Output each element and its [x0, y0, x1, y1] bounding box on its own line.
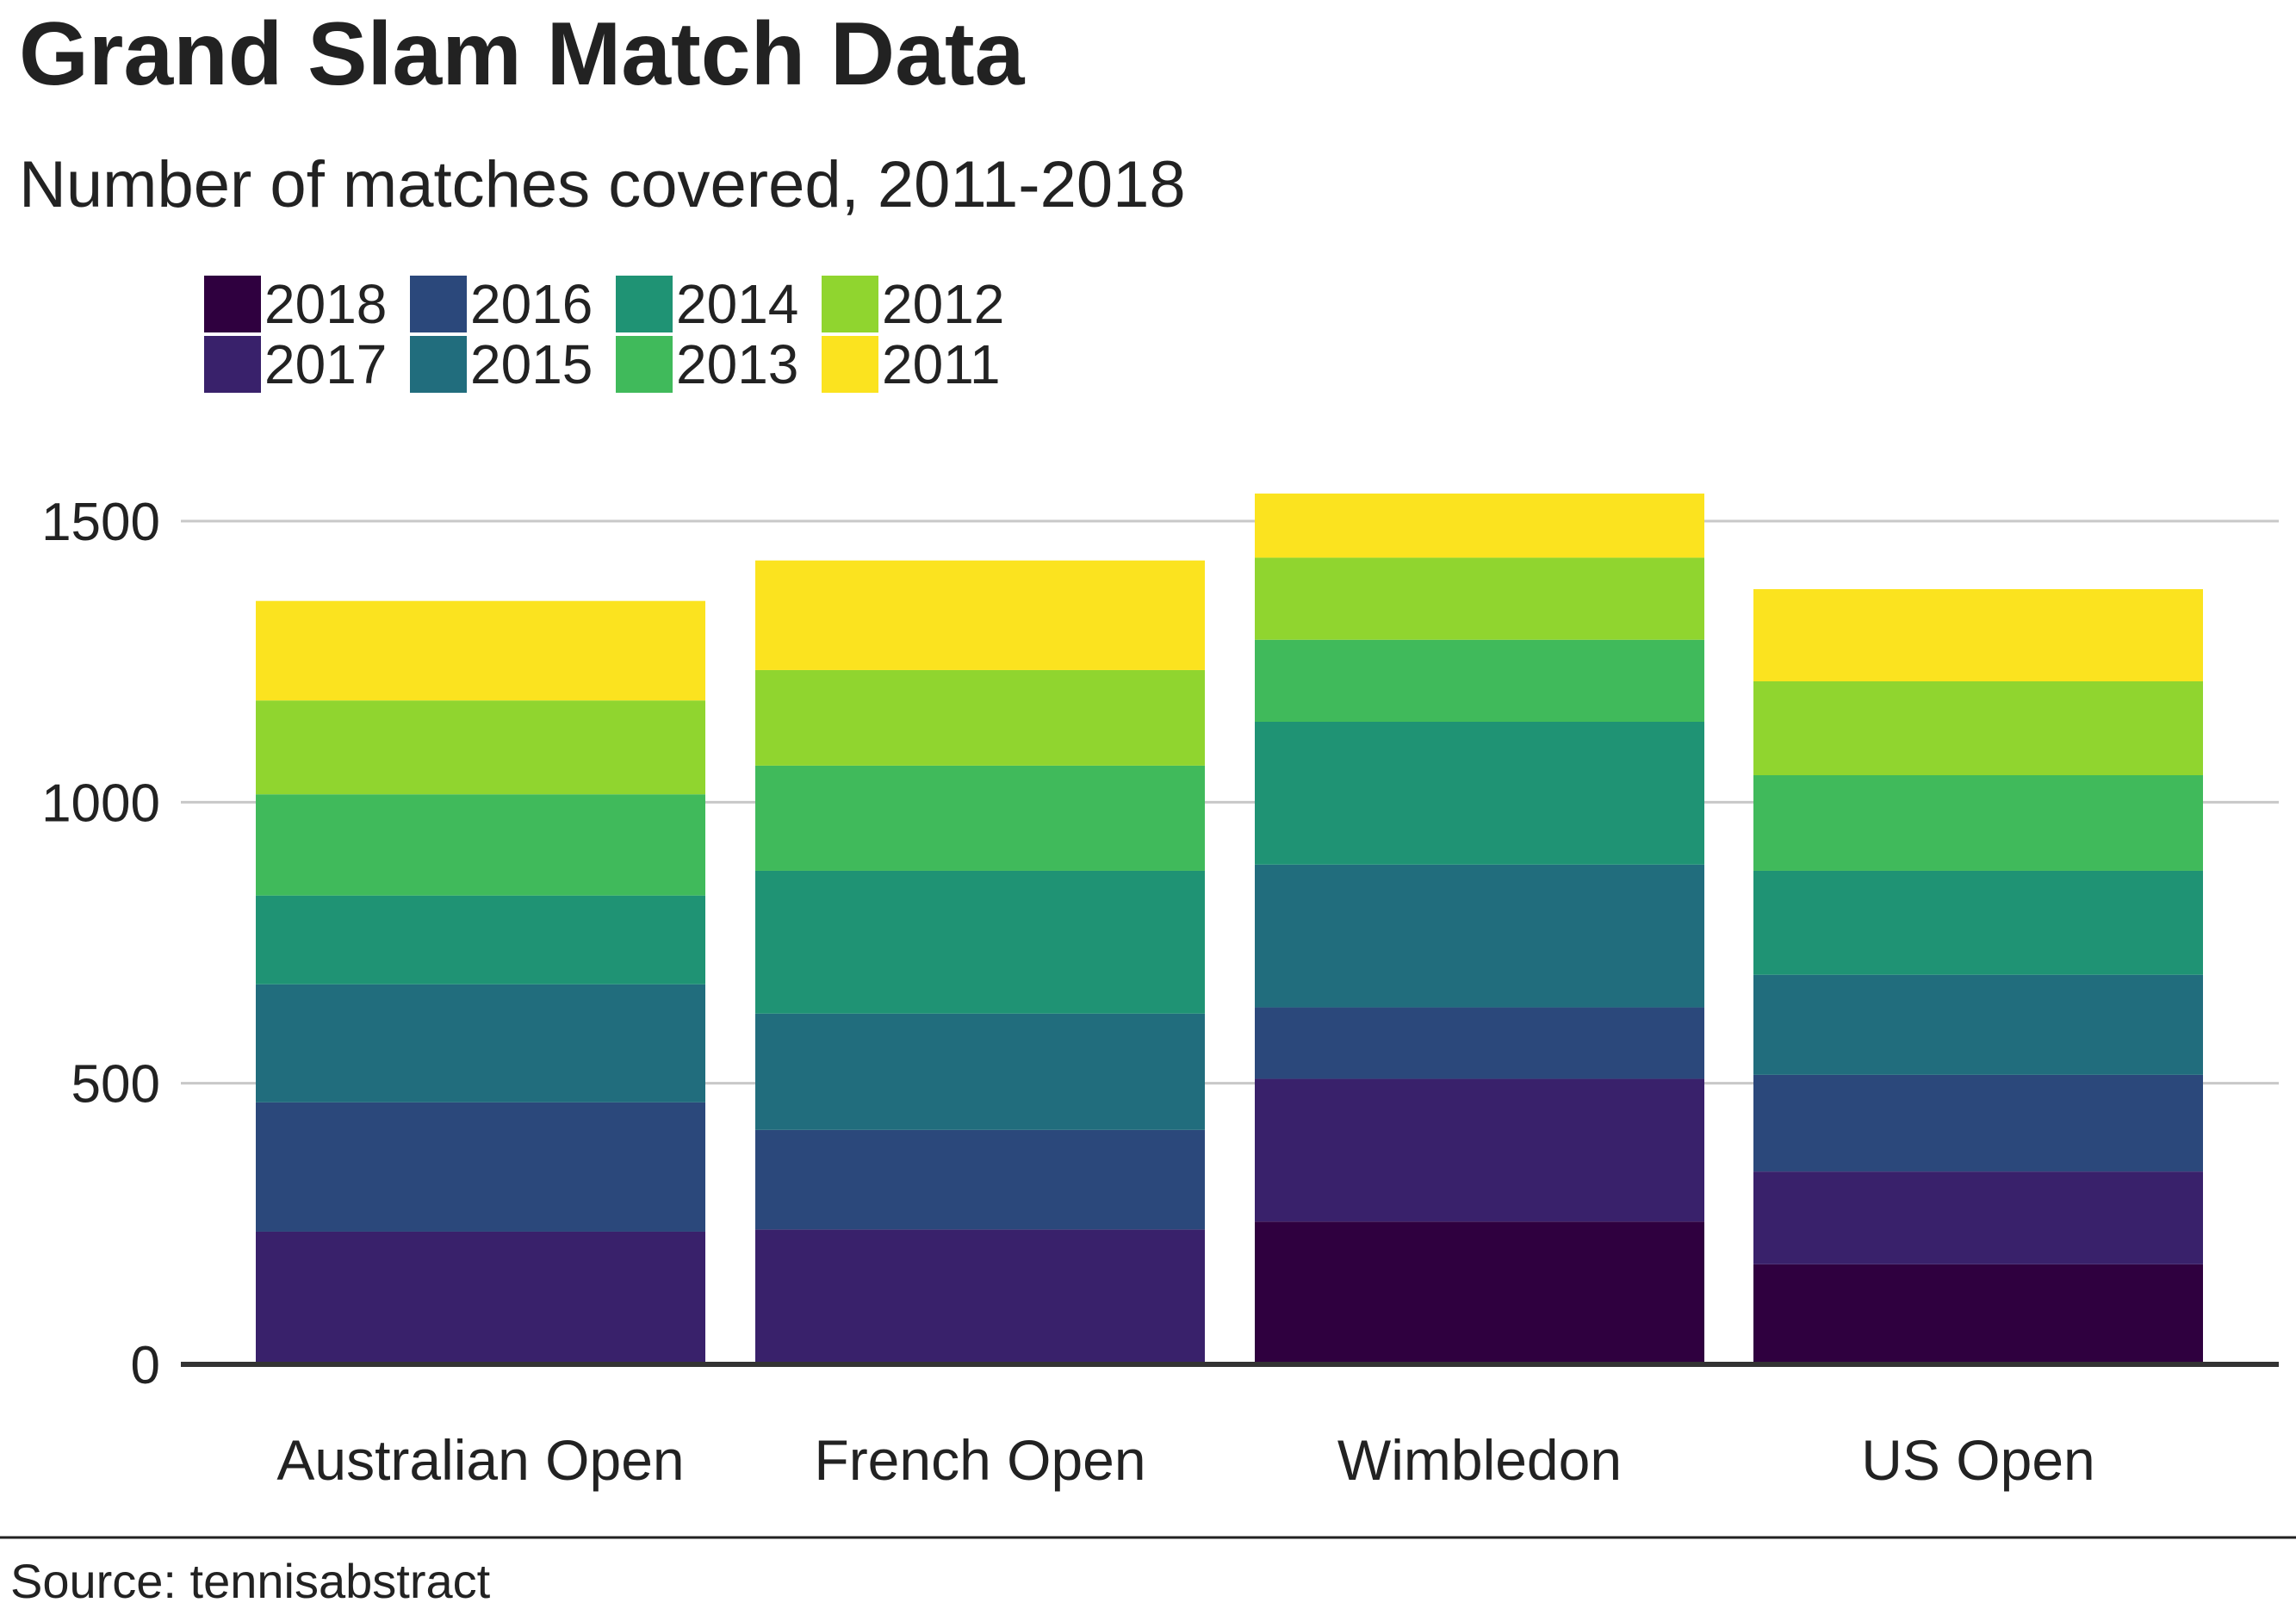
legend-label: 2014 — [676, 273, 798, 335]
bars — [256, 494, 2203, 1364]
bar-segment — [755, 1013, 1205, 1130]
x-axis-labels: Australian Open French Open Wimbledon US Op… — [276, 1428, 2094, 1492]
bar-segment — [1255, 557, 1704, 640]
bar-segment — [256, 1102, 705, 1232]
bar-segment — [1753, 1074, 2203, 1172]
legend-label: 2015 — [470, 333, 593, 395]
legend-swatch — [410, 276, 467, 332]
x-category-label: Wimbledon — [1337, 1428, 1622, 1492]
legend-swatch — [410, 336, 467, 393]
bar-segment — [1255, 1078, 1704, 1222]
bar-segment — [256, 700, 705, 795]
legend-swatch — [204, 336, 261, 393]
bar-segment — [1255, 864, 1704, 1008]
bar-segment — [256, 1231, 705, 1364]
legend-label: 2017 — [264, 333, 387, 395]
bar-segment — [755, 870, 1205, 1014]
bar-segment — [755, 765, 1205, 871]
legend-swatch — [822, 276, 878, 332]
y-tick-label: 500 — [71, 1055, 160, 1115]
y-tick-label: 1000 — [41, 773, 160, 833]
source-note: Source: tennisabstract — [10, 1554, 491, 1608]
bar-segment — [755, 669, 1205, 766]
bar-segment — [256, 794, 705, 896]
bar-segment — [1753, 588, 2203, 682]
legend-swatch — [616, 276, 673, 332]
legend-swatch — [822, 336, 878, 393]
bar-segment — [1255, 639, 1704, 723]
bar-segment — [1753, 870, 2203, 975]
bar-segment — [1255, 1007, 1704, 1079]
bar-segment — [1753, 974, 2203, 1075]
legend-label: 2011 — [882, 333, 1001, 395]
bar-segment — [1255, 722, 1704, 865]
bar-segment — [755, 560, 1205, 670]
bar-segment — [1753, 681, 2203, 776]
legend-swatch — [204, 276, 261, 332]
chart-subtitle: Number of matches covered, 2011-2018 — [19, 148, 1186, 221]
bar-segment — [256, 600, 705, 701]
chart-title: Grand Slam Match Data — [19, 4, 1026, 104]
bar-segment — [256, 895, 705, 985]
y-tick-label: 1500 — [41, 493, 160, 552]
bar-segment — [1753, 1264, 2203, 1364]
bar-segment — [1255, 1221, 1704, 1364]
legend-label: 2016 — [470, 273, 593, 335]
x-category-label: US Open — [1861, 1428, 2094, 1492]
bar-segment — [755, 1229, 1205, 1364]
legend-label: 2013 — [676, 333, 798, 395]
legend-swatch — [616, 336, 673, 393]
x-category-label: Australian Open — [276, 1428, 684, 1492]
y-tick-label: 0 — [131, 1336, 160, 1395]
y-axis-ticks: 0 500 1000 1500 — [41, 493, 160, 1395]
bar-segment — [256, 984, 705, 1103]
bar-segment — [1255, 494, 1704, 558]
legend-label: 2018 — [264, 273, 387, 335]
x-category-label: French Open — [814, 1428, 1145, 1492]
bar-segment — [1753, 1171, 2203, 1264]
bar-segment — [755, 1129, 1205, 1230]
legend-label: 2012 — [882, 273, 1004, 335]
bar-segment — [1753, 775, 2203, 871]
